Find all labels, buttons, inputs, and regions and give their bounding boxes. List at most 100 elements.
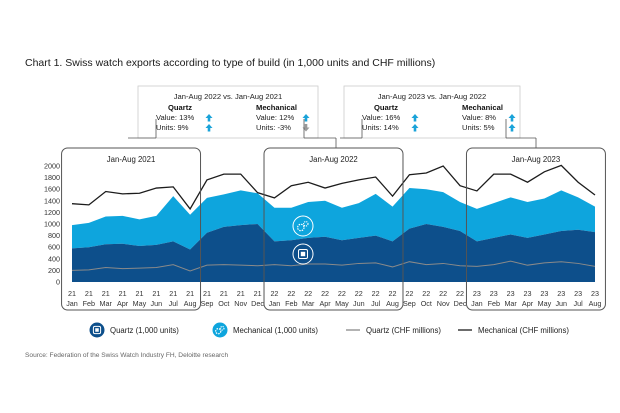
x-month-label: Jun — [151, 299, 163, 308]
x-year-label: 21 — [85, 289, 93, 298]
callout: Jan-Aug 2022 vs. Jan-Aug 2021QuartzValue… — [137, 85, 319, 139]
mechanical-icon-gear — [296, 223, 305, 232]
x-year-label: 22 — [287, 289, 295, 298]
y-tick-label: 0 — [56, 278, 60, 287]
x-month-label: Mar — [504, 299, 517, 308]
x-year-label: 23 — [540, 289, 548, 298]
x-month-label: May — [538, 299, 552, 308]
x-month-label: Jul — [169, 299, 179, 308]
x-year-label: 22 — [338, 289, 346, 298]
mechanical-icon-gear — [219, 325, 225, 331]
period-box — [61, 147, 202, 311]
y-tick-label: 1800 — [44, 173, 60, 182]
quartz-icon-chip — [298, 249, 308, 259]
period-box — [263, 147, 404, 311]
legend-label: Quartz (CHF millions) — [366, 326, 441, 335]
mechanical-icon-gear — [215, 328, 222, 335]
x-month-label: Aug — [184, 299, 197, 308]
y-tick-label: 400 — [48, 254, 60, 263]
x-year-label: 22 — [321, 289, 329, 298]
x-year-label: 21 — [254, 289, 262, 298]
arrow-up-icon — [205, 114, 213, 122]
legend: Quartz (1,000 units) Mechanical (1,000 un… — [88, 321, 569, 339]
period-boxes: Jan-Aug 2021 Jan-Aug 2022 Jan-Aug 2023 — [61, 147, 606, 311]
mechanical-icon-gear — [303, 221, 309, 227]
callout-mechanical-value: Value: 12% — [256, 113, 295, 122]
x-year-label: 21 — [135, 289, 143, 298]
x-year-label: 23 — [507, 289, 515, 298]
callout-quartz-value: Value: 16% — [362, 113, 401, 122]
period-box-label: Jan-Aug 2022 — [309, 155, 358, 164]
arrow-up-icon — [508, 114, 516, 122]
arrow-up-icon — [302, 114, 310, 122]
x-month-label: Jul — [371, 299, 381, 308]
arrow-down-icon — [302, 124, 310, 132]
x-year-label: 21 — [119, 289, 127, 298]
x-month-label: Nov — [437, 299, 450, 308]
y-tick-label: 1600 — [44, 185, 60, 194]
callouts: Jan-Aug 2022 vs. Jan-Aug 2021QuartzValue… — [128, 85, 537, 148]
x-year-label: 22 — [355, 289, 363, 298]
period-box-label: Jan-Aug 2021 — [107, 155, 156, 164]
x-month-label: Feb — [285, 299, 297, 308]
callout: Jan-Aug 2023 vs. Jan-Aug 2022QuartzValue… — [343, 85, 521, 139]
source-note: Source: Federation of the Swiss Watch In… — [25, 352, 228, 359]
callout-box — [137, 85, 319, 139]
x-year-label: 21 — [68, 289, 76, 298]
x-year-label: 22 — [439, 289, 447, 298]
legend-label: Mechanical (1,000 units) — [233, 326, 318, 335]
callout-quartz-units: Units: 14% — [362, 123, 399, 132]
y-tick-label: 1000 — [44, 220, 60, 229]
x-year-label: 23 — [574, 289, 582, 298]
x-month-label: Oct — [218, 299, 229, 308]
quartz-icon — [292, 243, 314, 265]
x-month-label: Mar — [302, 299, 315, 308]
callout-mechanical-units: Units: -3% — [256, 123, 291, 132]
arrow-up-icon — [411, 114, 419, 122]
axes: 020040060080010001200140016001800200021J… — [44, 162, 601, 309]
x-year-label: 22 — [372, 289, 380, 298]
mechanical-icon — [292, 215, 314, 237]
x-year-label: 23 — [557, 289, 565, 298]
x-month-label: Apr — [319, 299, 331, 308]
x-year-label: 22 — [389, 289, 397, 298]
quartz-value-line — [71, 260, 596, 272]
x-month-label: May — [133, 299, 147, 308]
callout-quartz-heading: Quartz — [168, 103, 192, 112]
x-month-label: Dec — [251, 299, 264, 308]
y-tick-label: 1200 — [44, 208, 60, 217]
callout-box — [343, 85, 521, 139]
legend-mechanical-icon — [211, 321, 229, 339]
mechanical-value-line — [71, 164, 596, 211]
callout-mechanical-value: Value: 8% — [462, 113, 496, 122]
x-month-label: Dec — [454, 299, 467, 308]
x-year-label: 21 — [203, 289, 211, 298]
y-tick-label: 800 — [48, 231, 60, 240]
x-month-label: Nov — [234, 299, 247, 308]
arrow-up-icon — [411, 124, 419, 132]
x-month-label: Apr — [117, 299, 129, 308]
y-tick-label: 1400 — [44, 196, 60, 205]
x-month-label: Apr — [522, 299, 534, 308]
x-month-label: Jun — [555, 299, 567, 308]
x-month-label: Feb — [83, 299, 95, 308]
callout-title: Jan-Aug 2022 vs. Jan-Aug 2021 — [174, 92, 283, 101]
quartz-icon-core — [300, 251, 306, 257]
quartz-icon-core — [95, 328, 99, 332]
x-year-label: 23 — [490, 289, 498, 298]
mechanical-units-area — [72, 188, 595, 250]
x-month-label: Jul — [574, 299, 584, 308]
x-year-label: 22 — [270, 289, 278, 298]
x-month-label: Aug — [386, 299, 399, 308]
x-year-label: 21 — [237, 289, 245, 298]
legend-label: Quartz (1,000 units) — [110, 326, 179, 335]
legend-label: Mechanical (CHF millions) — [478, 326, 569, 335]
x-year-label: 22 — [304, 289, 312, 298]
x-year-label: 21 — [186, 289, 194, 298]
callout-quartz-units: Units: 9% — [156, 123, 189, 132]
callout-mechanical-heading: Mechanical — [256, 103, 297, 112]
callout-quartz-value: Value: 13% — [156, 113, 195, 122]
x-month-label: Feb — [488, 299, 500, 308]
x-month-label: Aug — [589, 299, 602, 308]
